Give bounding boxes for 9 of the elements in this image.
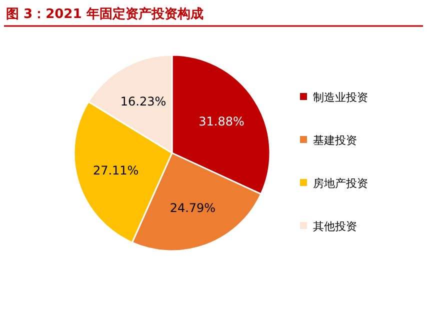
- data-label: 27.11%: [92, 163, 139, 178]
- legend-label: 房地产投资: [313, 177, 368, 190]
- data-label: 16.23%: [120, 94, 166, 109]
- legend-label: 其他投资: [313, 220, 357, 233]
- data-label: 24.79%: [170, 201, 216, 216]
- legend-label: 制造业投资: [313, 91, 368, 104]
- legend-label: 基建投资: [313, 134, 357, 147]
- data-label: 31.88%: [198, 114, 244, 128]
- chart-title: 图 3：2021 年固定资产投资构成: [6, 6, 204, 22]
